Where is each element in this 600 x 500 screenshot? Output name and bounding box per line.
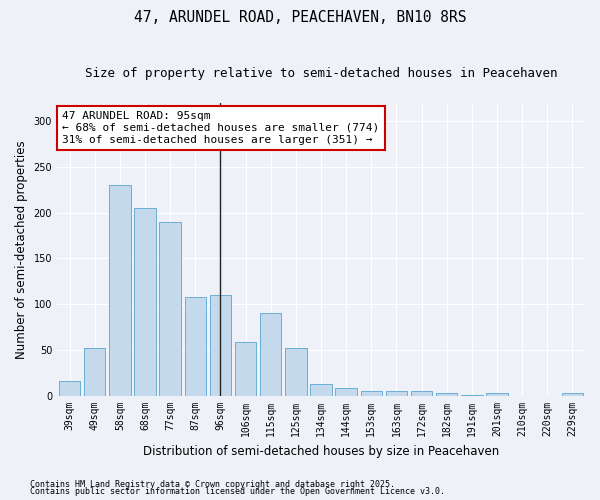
Bar xyxy=(487,394,508,396)
Text: Contains public sector information licensed under the Open Government Licence v3: Contains public sector information licen… xyxy=(30,487,445,496)
Y-axis label: Number of semi-detached properties: Number of semi-detached properties xyxy=(15,140,28,358)
Bar xyxy=(160,222,181,396)
Bar xyxy=(285,348,307,396)
Bar xyxy=(310,384,332,396)
X-axis label: Distribution of semi-detached houses by size in Peacehaven: Distribution of semi-detached houses by … xyxy=(143,444,499,458)
Bar xyxy=(84,348,106,396)
Bar xyxy=(386,392,407,396)
Bar xyxy=(210,295,231,396)
Bar xyxy=(461,395,482,396)
Bar xyxy=(361,392,382,396)
Bar xyxy=(335,388,357,396)
Bar xyxy=(260,314,281,396)
Bar xyxy=(235,342,256,396)
Bar xyxy=(59,382,80,396)
Bar xyxy=(411,392,432,396)
Text: 47 ARUNDEL ROAD: 95sqm
← 68% of semi-detached houses are smaller (774)
31% of se: 47 ARUNDEL ROAD: 95sqm ← 68% of semi-det… xyxy=(62,112,380,144)
Bar xyxy=(134,208,156,396)
Bar xyxy=(562,394,583,396)
Text: 47, ARUNDEL ROAD, PEACEHAVEN, BN10 8RS: 47, ARUNDEL ROAD, PEACEHAVEN, BN10 8RS xyxy=(134,10,466,25)
Text: Contains HM Land Registry data © Crown copyright and database right 2025.: Contains HM Land Registry data © Crown c… xyxy=(30,480,395,489)
Bar xyxy=(436,394,457,396)
Title: Size of property relative to semi-detached houses in Peacehaven: Size of property relative to semi-detach… xyxy=(85,68,557,80)
Bar xyxy=(185,297,206,396)
Bar xyxy=(109,185,131,396)
